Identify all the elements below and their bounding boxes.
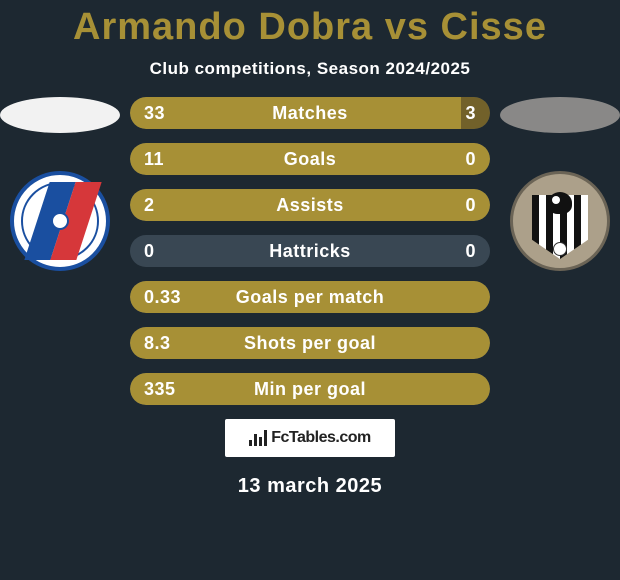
stat-value-left: 335 — [130, 379, 190, 400]
stat-row: 33Matches3 — [130, 97, 490, 129]
comparison-arena: 33Matches3 11Goals0 2Assists0 0Hattricks0 0.… — [0, 97, 620, 405]
stats-rows: 33Matches3 11Goals0 2Assists0 0Hattricks0 0.… — [130, 97, 490, 405]
player-right-base — [500, 97, 620, 133]
stat-value-left: 11 — [130, 149, 190, 170]
stat-value-left: 2 — [130, 195, 190, 216]
stat-row: 0Hattricks0 — [130, 235, 490, 267]
chesterfield-crest-icon — [10, 171, 110, 271]
page-subtitle: Club competitions, Season 2024/2025 — [0, 59, 620, 79]
stat-row: 8.3Shots per goal — [130, 327, 490, 359]
generated-date: 13 march 2025 — [0, 475, 620, 498]
player-left — [0, 97, 120, 271]
stat-row: 335Min per goal — [130, 373, 490, 405]
brand-badge: FcTables.com — [225, 419, 395, 457]
player-right — [500, 97, 620, 271]
player-left-crest — [10, 171, 110, 271]
stat-value-right: 3 — [430, 103, 490, 124]
stat-value-left: 33 — [130, 103, 190, 124]
stat-value-left: 0 — [130, 241, 190, 262]
bar-chart-icon — [249, 430, 267, 446]
stat-value-left: 0.33 — [130, 287, 190, 308]
brand-text: FcTables.com — [271, 429, 371, 447]
stat-value-right: 0 — [430, 149, 490, 170]
player-right-crest — [510, 171, 610, 271]
stat-row: 2Assists0 — [130, 189, 490, 221]
page-title: Armando Dobra vs Cisse — [0, 0, 620, 49]
stat-value-right: 0 — [430, 241, 490, 262]
player-left-base — [0, 97, 120, 133]
stat-row: 11Goals0 — [130, 143, 490, 175]
stat-value-right: 0 — [430, 195, 490, 216]
stat-row: 0.33Goals per match — [130, 281, 490, 313]
stat-value-left: 8.3 — [130, 333, 190, 354]
notts-crest-icon — [510, 171, 610, 271]
